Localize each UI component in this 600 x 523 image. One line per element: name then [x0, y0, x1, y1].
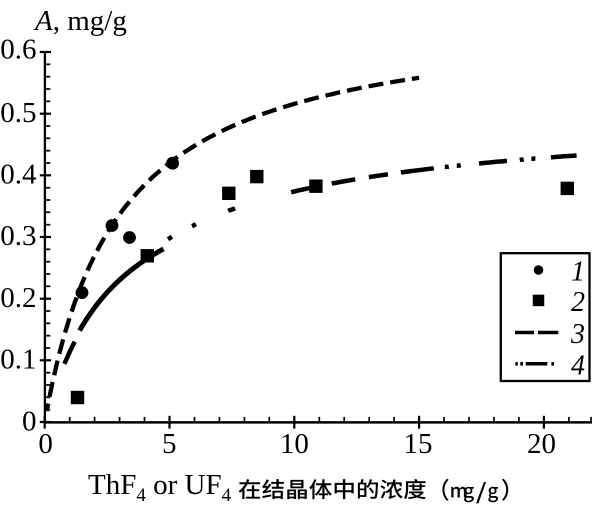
- svg-text:A, mg/g: A, mg/g: [33, 5, 127, 37]
- svg-text:0.3: 0.3: [0, 220, 36, 252]
- svg-text:10: 10: [280, 428, 309, 460]
- svg-text:0: 0: [38, 428, 53, 460]
- svg-text:0.2: 0.2: [0, 282, 36, 314]
- svg-text:0.6: 0.6: [0, 33, 36, 65]
- svg-text:1: 1: [571, 257, 585, 288]
- svg-text:20: 20: [527, 428, 556, 460]
- svg-text:0.4: 0.4: [0, 159, 37, 191]
- svg-text:0.1: 0.1: [0, 344, 36, 376]
- svg-text:15: 15: [404, 428, 433, 460]
- svg-text:0: 0: [22, 406, 37, 438]
- svg-text:ThF4 or UF4: ThF4 or UF4: [88, 469, 232, 506]
- svg-text:0.5: 0.5: [0, 97, 36, 129]
- svg-text:3: 3: [570, 319, 585, 350]
- svg-text:5: 5: [162, 428, 177, 460]
- svg-text:2: 2: [571, 287, 585, 318]
- svg-text:4: 4: [571, 350, 585, 381]
